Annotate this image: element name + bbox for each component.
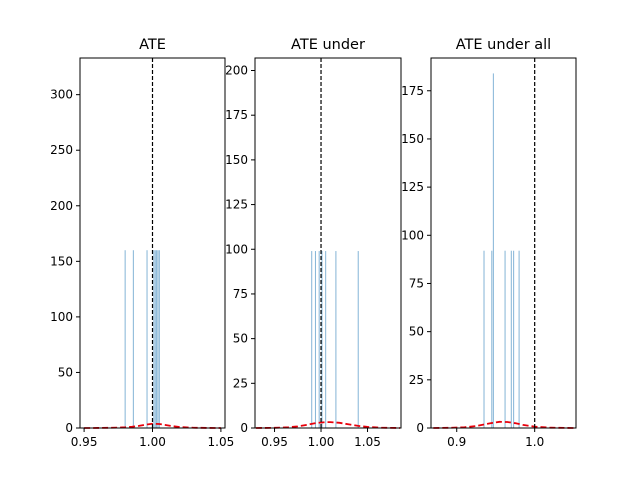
y-tick-label: 25 <box>233 376 248 390</box>
subplot-title: ATE under <box>291 37 365 53</box>
histogram-bar <box>321 251 323 428</box>
y-tick-label: 50 <box>233 332 248 346</box>
y-tick-label: 125 <box>225 198 248 212</box>
histogram-bar <box>132 250 134 428</box>
y-tick-label: 150 <box>225 153 248 167</box>
y-tick-label: 200 <box>50 199 73 213</box>
x-tick-label: 1.00 <box>139 435 166 449</box>
histogram-bar <box>518 250 520 428</box>
x-tick-label: 1.05 <box>354 435 381 449</box>
subplot-1: 0.95 1.00 1.05 0 50 100 150 200 250 300 ATE <box>50 37 234 449</box>
histogram-bar <box>357 251 359 428</box>
x-tick-label: 1.05 <box>208 435 235 449</box>
y-tick-label: 150 <box>50 254 73 268</box>
x-tick-label: 0.95 <box>71 435 98 449</box>
y-tick-label: 100 <box>401 228 424 242</box>
y-tick-label: 125 <box>401 180 424 194</box>
density-curve <box>255 421 401 429</box>
y-tick-label: 0 <box>65 421 73 435</box>
histogram-bar <box>311 251 313 428</box>
histogram-bar <box>335 251 337 428</box>
histogram-bar <box>325 251 327 428</box>
histogram-bar <box>513 250 515 428</box>
histogram-bar <box>483 250 485 428</box>
histogram-bar <box>154 250 156 428</box>
histogram-bar <box>504 250 506 428</box>
y-tick-label: 0 <box>240 421 248 435</box>
histogram-bar <box>156 250 158 428</box>
histogram-bar <box>314 251 316 428</box>
x-tick-label: 0.95 <box>261 435 288 449</box>
y-tick-label: 250 <box>50 143 73 157</box>
density-curve <box>433 420 574 429</box>
y-tick-label: 75 <box>233 287 248 301</box>
y-tick-label: 175 <box>225 108 248 122</box>
y-tick-label: 150 <box>401 132 424 146</box>
y-tick-label: 100 <box>50 310 73 324</box>
subplot-3: 0.9 1.0 0 25 50 75 100 125 150 175 ATE under all <box>401 37 577 449</box>
histogram-bar <box>157 250 159 428</box>
histogram-bar <box>146 250 148 428</box>
y-tick-label: 0 <box>416 421 424 435</box>
subplot-2: 0.95 1.00 1.05 0 25 50 75 100 125 150 175 200 ATE un… <box>225 37 402 449</box>
x-tick-label: 1.0 <box>525 435 544 449</box>
axes-frame <box>254 57 402 429</box>
histogram-bar <box>158 250 160 428</box>
y-tick-label: 100 <box>225 242 248 256</box>
histogram-bar <box>153 250 155 428</box>
y-tick-label: 50 <box>409 325 424 339</box>
y-tick-label: 50 <box>58 365 73 379</box>
histogram-bar <box>318 251 320 428</box>
x-tick-label: 1.00 <box>308 435 335 449</box>
x-tick-label: 0.9 <box>447 435 466 449</box>
y-tick-label: 300 <box>50 88 73 102</box>
subplot-title: ATE under all <box>456 37 551 53</box>
histogram-bar <box>492 73 494 429</box>
histogram-bar <box>510 250 512 428</box>
histogram-bar <box>124 250 126 428</box>
axes-frame <box>430 57 577 429</box>
y-tick-label: 175 <box>401 84 424 98</box>
y-tick-label: 200 <box>225 64 248 78</box>
y-tick-label: 25 <box>409 373 424 387</box>
subplot-title: ATE <box>139 37 166 53</box>
y-tick-label: 75 <box>409 276 424 290</box>
histogram-bar <box>491 250 493 428</box>
